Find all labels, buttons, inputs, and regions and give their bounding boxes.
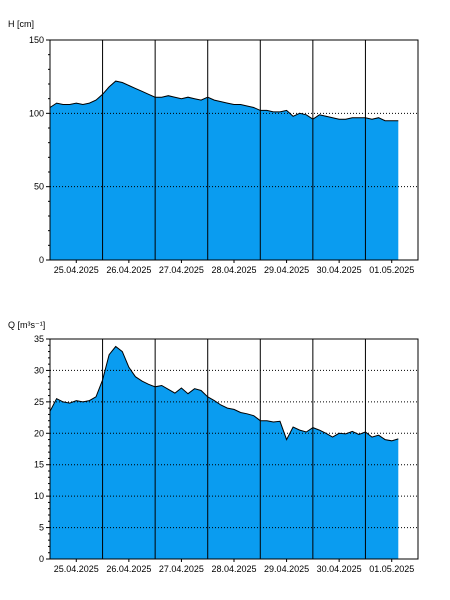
discharge-series-line [49, 345, 399, 442]
discharge-y-tick-label: 0 [39, 554, 44, 564]
water-level-series-line [49, 80, 399, 122]
discharge-y-tick-label: 25 [34, 397, 44, 407]
water-level-x-tick-label: 27.04.2025 [159, 265, 204, 275]
discharge-x-tick-label: 25.04.2025 [54, 564, 99, 574]
discharge-y-tick-label: 35 [34, 334, 44, 344]
discharge-y-tick-label: 20 [34, 428, 44, 438]
discharge-y-tick-label: 5 [39, 523, 44, 533]
water-level-x-tick-label: 25.04.2025 [54, 265, 99, 275]
discharge-x-tick-label: 28.04.2025 [211, 564, 256, 574]
discharge-x-tick-label: 30.04.2025 [317, 564, 362, 574]
discharge-x-tick-label: 26.04.2025 [106, 564, 151, 574]
discharge-plot: 0 5 10 15 20 25 30 35 25.04.2025 26.04.2025 27.04.… [34, 334, 419, 574]
water-level-y-tick-label: 100 [29, 108, 44, 118]
discharge-y-tick-label: 30 [34, 365, 44, 375]
water-level-chart: H [cm] 0 50 100 150 25.04.2025 26.04.2025 27.0… [8, 19, 419, 275]
water-level-x-tick-label: 30.04.2025 [317, 265, 362, 275]
water-level-x-tick-label: 29.04.2025 [264, 265, 309, 275]
water-level-area-fill [50, 81, 399, 260]
discharge-x-tick-label: 27.04.2025 [159, 564, 204, 574]
water-level-y-tick-label: 0 [39, 255, 44, 265]
water-level-y-tick-label: 150 [29, 35, 44, 45]
water-level-axis-label: H [cm] [8, 19, 34, 29]
discharge-axis-label: Q [m³s⁻¹] [8, 320, 45, 330]
discharge-chart: Q [m³s⁻¹] 0 5 10 15 20 25 30 35 25.04.2025 26.04.… [8, 320, 419, 574]
water-level-x-tick-label: 26.04.2025 [106, 265, 151, 275]
water-level-y-tick-label: 50 [34, 182, 44, 192]
water-level-plot: 0 50 100 150 25.04.2025 26.04.2025 27.04.2025 2… [29, 35, 419, 275]
discharge-x-tick-label: 01.05.2025 [369, 564, 414, 574]
discharge-x-tick-label: 29.04.2025 [264, 564, 309, 574]
water-level-x-tick-label: 28.04.2025 [211, 265, 256, 275]
water-level-x-tick-label: 01.05.2025 [369, 265, 414, 275]
discharge-y-tick-label: 15 [34, 460, 44, 470]
discharge-area-fill [50, 346, 399, 559]
discharge-y-tick-label: 10 [34, 491, 44, 501]
